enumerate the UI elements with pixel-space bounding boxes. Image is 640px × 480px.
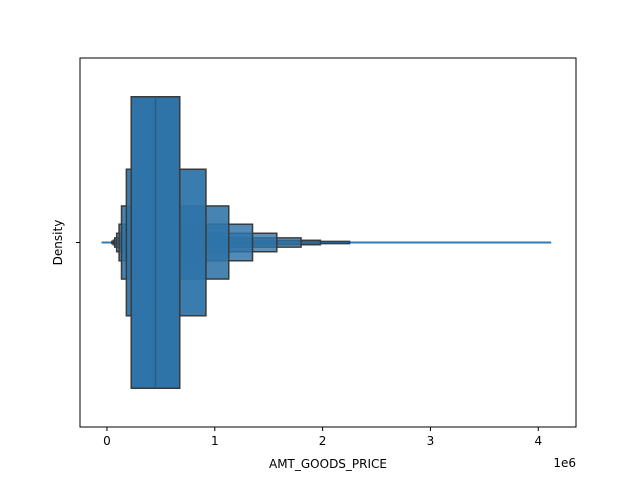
x-axis-ticks: 0 1 2 3 4: [103, 427, 542, 448]
x-tick-label: 1: [211, 434, 219, 448]
x-tick-label: 2: [319, 434, 327, 448]
x-tick-label: 4: [534, 434, 542, 448]
plot-frame: [79, 57, 577, 428]
x-tick-label: 0: [103, 434, 111, 448]
x-axis-offset-label: 1e6: [553, 456, 576, 470]
boxen-boxes: [101, 95, 552, 390]
x-axis-label: AMT_GOODS_PRICE: [269, 457, 387, 471]
y-axis-label: Density: [51, 220, 65, 266]
x-tick-label: 3: [427, 434, 435, 448]
